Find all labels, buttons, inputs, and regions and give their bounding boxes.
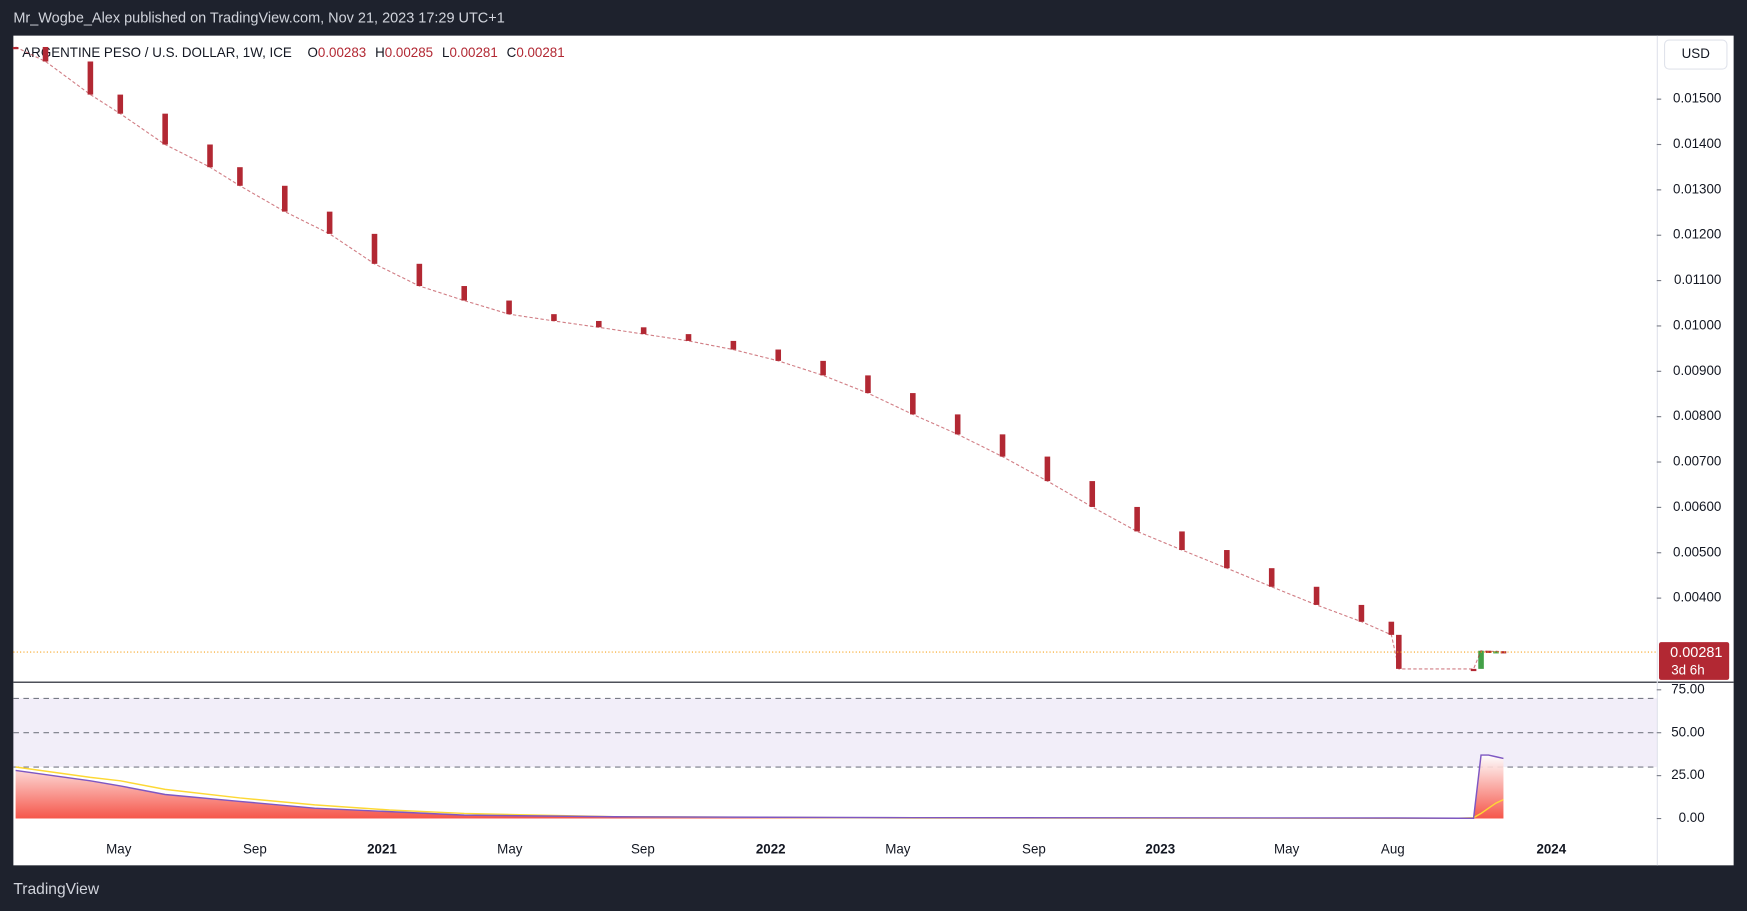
candle [1179,531,1185,551]
candle [1500,651,1507,654]
candle [1089,481,1096,507]
attribution: Mr_Wogbe_Alex published on TradingView.c… [13,11,504,27]
currency[interactable]: USD [1682,46,1711,61]
y-tick-label: 75.00 [1671,681,1704,696]
x-tick-label: May [885,841,911,856]
x-tick-label: Sep [1022,841,1046,856]
y-tick-label: 0.00900 [1673,363,1721,378]
x-tick-label: May [1274,841,1300,856]
candle [820,360,826,376]
y-tick-label: 0.01000 [1673,317,1721,332]
ohlc-value: 0.00285 [385,45,433,60]
ohlc: O 0.00283 H 0.00285 L 0.00281 C 0.00281 [308,45,565,60]
rsi-oversold-fill [15,755,1504,819]
candle [954,414,961,435]
x-tick-label: 2024 [1536,841,1566,856]
candle [685,334,692,341]
candle [87,61,94,95]
y-tick-label: 25.00 [1671,767,1704,782]
chart-panel [13,35,1734,866]
x-tick-label: Sep [631,841,655,856]
candle [1358,604,1365,622]
last-price-label: 0.00281 [1670,645,1722,661]
ohlc-value: 0.00281 [516,45,564,60]
y-tick-label: 50.00 [1671,724,1704,739]
close-line [15,46,1504,670]
candle [207,144,213,168]
x-tick-label: 2023 [1145,841,1175,856]
candle [1478,650,1484,669]
y-tick-label: 0.01100 [1674,272,1721,287]
candle [1493,651,1499,654]
candle [1044,456,1051,482]
y-tick-label: 0.00600 [1673,499,1721,514]
candle [910,393,916,415]
candle [162,113,168,145]
candle [371,233,378,264]
rsi-line [15,754,1504,819]
y-tick-label: 0.01500 [1673,91,1721,106]
candle [1224,550,1230,569]
x-tick-label: 2022 [756,841,786,856]
candle [1134,506,1140,532]
candle [1313,586,1320,605]
candle [1396,634,1402,669]
y-tick-label: 0.01200 [1673,227,1721,242]
x-tick-label: Aug [1381,841,1405,856]
candle [640,327,647,335]
candle [1388,621,1395,635]
candle [461,286,468,301]
candle [999,434,1006,457]
candle [551,314,557,321]
last-price-tag [1658,642,1730,680]
candle [42,46,49,62]
y-tick-label: 0.00 [1679,810,1705,825]
x-tick-label: May [497,841,523,856]
y-tick-label: 0.00400 [1673,590,1721,605]
y-tick-label: 0.00500 [1673,544,1721,559]
candle [865,375,871,394]
currency-button[interactable] [1663,39,1728,70]
brand: TradingView [13,881,99,898]
candle [730,340,737,350]
x-tick-label: Sep [243,841,267,856]
symbol: ARGENTINE PESO / U.S. DOLLAR, 1W, ICE [22,45,292,60]
ohlc-value: 0.00281 [449,45,497,60]
ohlc-value: 0.00283 [318,45,366,60]
ohlc-key: H [375,45,385,60]
y-tick-label: 0.01300 [1673,181,1721,196]
candle [326,211,333,234]
y-tick-label: 0.01400 [1673,136,1721,151]
candle [1470,668,1477,672]
candle [281,185,288,212]
countdown: 3d 6h [1671,663,1704,678]
candle [506,300,512,315]
candle [237,167,243,186]
y-tick-label: 0.00800 [1673,408,1721,423]
ohlc-key: C [507,45,517,60]
candle [12,46,19,50]
candle [117,94,124,114]
x-tick-label: 2021 [367,841,397,856]
ohlc-key: L [442,45,449,60]
candle [775,349,782,361]
candle [1268,568,1275,587]
x-tick-label: May [106,841,132,856]
candle [1485,650,1492,653]
y-tick-label: 0.00700 [1673,454,1721,469]
candle [416,263,423,287]
candle [596,320,602,328]
ohlc-key: O [308,45,318,60]
